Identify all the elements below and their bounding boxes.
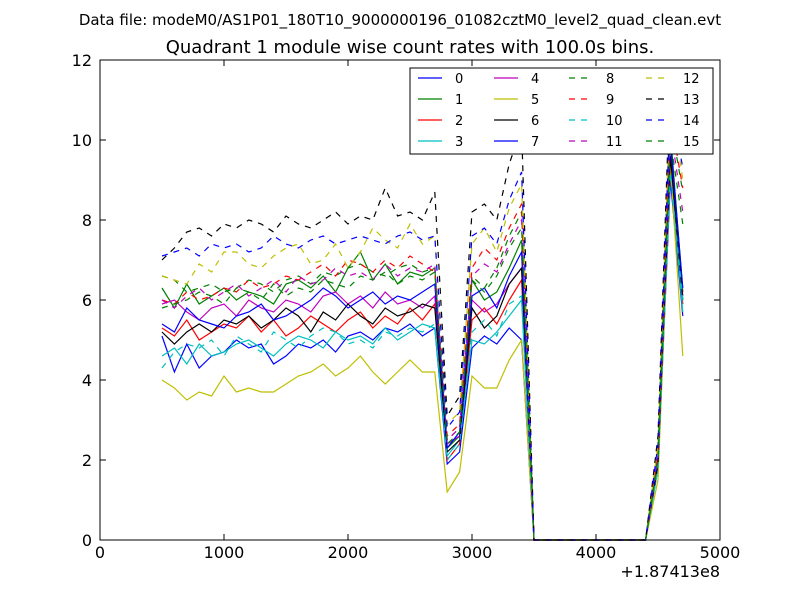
x-tick-label: 4000 [576, 543, 617, 562]
legend-label-14: 14 [683, 114, 700, 129]
legend-label-1: 1 [455, 93, 463, 108]
legend-label-11: 11 [606, 135, 623, 150]
chart-title: Quadrant 1 module wise count rates with … [166, 37, 655, 58]
legend-box [409, 67, 714, 155]
x-tick-label: 1000 [204, 543, 245, 562]
legend-label-9: 9 [606, 93, 614, 108]
plot-frame [99, 59, 721, 541]
y-tick-label: 8 [82, 211, 92, 230]
x-tick-label: 2000 [328, 543, 369, 562]
legend-label-3: 3 [455, 135, 463, 150]
series-layer [161, 67, 684, 541]
x-offset-label: +1.87413e8 [620, 562, 720, 581]
y-tick-label: 10 [72, 131, 92, 150]
legend-label-15: 15 [683, 135, 700, 150]
legend-label-7: 7 [531, 135, 539, 150]
series-line-10 [161, 171, 684, 541]
series-line-9 [161, 115, 684, 541]
x-tick-label: 0 [95, 543, 105, 562]
legend-label-10: 10 [606, 114, 623, 129]
legend-label-8: 8 [606, 72, 614, 87]
y-tick-label: 0 [82, 531, 92, 550]
series-line-11 [161, 127, 684, 541]
legend-label-0: 0 [455, 72, 463, 87]
y-tick-label: 12 [72, 51, 92, 70]
y-tick-label: 2 [82, 451, 92, 470]
y-tick-label: 4 [82, 371, 92, 390]
y-tick-label: 6 [82, 291, 92, 310]
legend-label-4: 4 [531, 72, 539, 87]
x-tick-label: 5000 [700, 543, 741, 562]
series-line-15 [161, 139, 684, 541]
legend-label-6: 6 [531, 114, 539, 129]
legend-label-2: 2 [455, 114, 463, 129]
suptitle: Data file: modeM0/AS1P01_180T10_90000001… [79, 11, 721, 30]
x-tick-label: 3000 [452, 543, 493, 562]
legend-label-12: 12 [683, 72, 700, 87]
series-line-8 [161, 119, 684, 541]
legend-label-13: 13 [683, 93, 700, 108]
legend-label-5: 5 [531, 93, 539, 108]
series-line-12 [161, 91, 684, 541]
